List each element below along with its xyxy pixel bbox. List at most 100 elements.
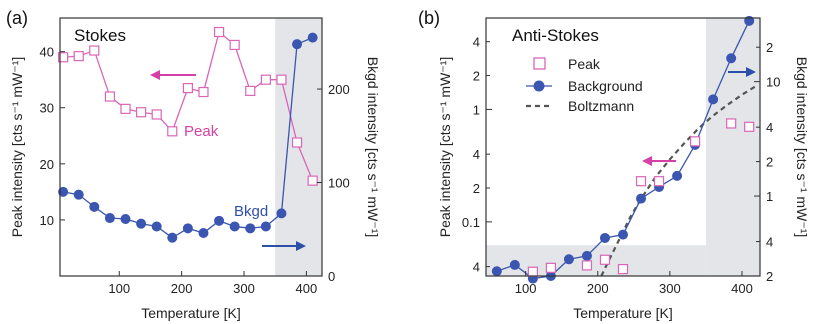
y2-tick-label: 0: [328, 269, 335, 284]
legend-label-boltzmann: Boltzmann: [568, 98, 634, 114]
peak-point: [581, 260, 593, 271]
legend-marker-peak: [533, 57, 546, 70]
y2-tick-label: 10: [766, 75, 780, 90]
y2-tick-label: 200: [328, 82, 350, 97]
bkgd-point: [104, 213, 115, 224]
peak-point: [89, 45, 100, 56]
bkgd-point: [307, 32, 318, 43]
bkgd-point: [260, 221, 271, 232]
peak-point: [58, 52, 69, 63]
y-tick-label: 4: [473, 260, 480, 275]
background-point: [726, 53, 737, 64]
bkgd-point: [120, 213, 131, 224]
bkgd-annotation: Bkgd: [234, 203, 268, 220]
peak-point: [167, 126, 178, 137]
y-axis-label: Peak intensity [cts s⁻¹ mW⁻¹]: [9, 57, 25, 237]
bkgd-point: [58, 186, 69, 197]
peak-point: [245, 85, 256, 97]
bkgd-point: [198, 228, 209, 238]
bkgd-point: [89, 201, 100, 212]
series-line-boltzmann: [600, 84, 757, 277]
legend-label-peak: Peak: [568, 56, 601, 72]
axis-ticks: 100 200 300 400 4 0.1 2 4 1 2 4 2 4 1 2 4 10 2: [462, 35, 781, 296]
x-tick-label: 300: [659, 281, 681, 296]
peak-point: [307, 175, 318, 186]
background-point: [581, 250, 592, 261]
y2-tick-label: 1: [766, 189, 773, 204]
y-tick-label: 20: [40, 157, 54, 172]
bkgd-point: [73, 189, 84, 200]
bkgd-point: [167, 232, 178, 243]
arrow-head: [746, 67, 756, 77]
peak-point: [545, 262, 556, 273]
bkgd-point: [229, 221, 240, 232]
x-tick-label: 300: [233, 281, 255, 296]
y2-axis-label: Bkgd intensity [cts s⁻¹ mW⁻¹]: [365, 57, 381, 237]
bkgd-point: [214, 215, 225, 226]
y-tick-label: 4: [473, 35, 480, 50]
y-tick-label: 0.1: [462, 215, 480, 230]
peak-point: [276, 74, 287, 85]
y2-tick-label: 2: [766, 40, 773, 55]
y2-tick-label: 100: [328, 176, 350, 191]
peak-point: [635, 176, 647, 187]
arrow-head: [150, 70, 160, 80]
y2-tick-label: 2: [766, 155, 773, 170]
background-point: [636, 193, 647, 204]
y-tick-label: 10: [40, 213, 54, 228]
plot-frame: [485, 17, 761, 277]
peak-point: [104, 91, 116, 102]
x-axis-label: Temperature [K]: [141, 305, 241, 321]
y2-axis-label: Bkgd intensity [cts s⁻¹ mW⁻¹]: [794, 57, 810, 237]
bkgd-point: [245, 223, 256, 234]
panel-b-anti-stokes: 100 200 300 400 4 0.1 2 4 1 2 4 2 4 1 2 4 10 2 (b) Anti-S…: [418, 8, 810, 321]
background-point: [672, 170, 683, 181]
legend: Peak Background Boltzmann: [526, 56, 643, 114]
right-axis-arrow: [728, 67, 756, 77]
x-tick-label: 100: [108, 281, 130, 296]
background-point: [509, 259, 520, 270]
peak-point: [135, 107, 147, 118]
plot-area: [58, 26, 318, 243]
legend-label-background: Background: [568, 78, 643, 94]
y2-tick-label: 2: [766, 269, 773, 284]
right-axis-arrow: [262, 241, 306, 251]
x-tick-label: 200: [171, 281, 193, 296]
peak-point: [291, 137, 303, 148]
background-point: [708, 94, 719, 105]
peak-point: [182, 83, 193, 94]
background-point: [563, 254, 574, 265]
background-point: [491, 266, 502, 277]
legend-marker-background: [533, 80, 545, 92]
plot-area: [491, 15, 757, 284]
x-axis-label: Temperature [K]: [573, 305, 673, 321]
x-tick-label: 400: [296, 281, 318, 296]
plot-frame: [59, 17, 323, 277]
y-tick-label: 2: [473, 69, 480, 84]
chart-title: Stokes: [74, 26, 126, 45]
peak-point: [198, 86, 209, 98]
peak-point: [229, 39, 240, 51]
peak-point: [151, 109, 162, 120]
peak-point: [617, 264, 629, 275]
peak-point: [120, 103, 131, 114]
y2-tick-label: 4: [766, 120, 773, 135]
peak-point: [213, 26, 225, 38]
background-point: [744, 15, 755, 26]
panel-letter: (b): [418, 8, 440, 28]
bkgd-point: [292, 39, 303, 50]
peak-point: [73, 51, 84, 62]
peak-point: [527, 266, 538, 277]
x-tick-label: 100: [515, 281, 537, 296]
y-axis-label: Peak intensity [cts s⁻¹ mW⁻¹]: [437, 57, 453, 237]
peak-point: [726, 118, 737, 129]
y-tick-label: 4: [473, 147, 480, 162]
bkgd-point: [182, 223, 193, 234]
y-tick-label: 1: [473, 102, 480, 117]
background-point: [599, 232, 610, 243]
left-axis-arrow: [150, 70, 196, 80]
background-point: [618, 229, 628, 240]
